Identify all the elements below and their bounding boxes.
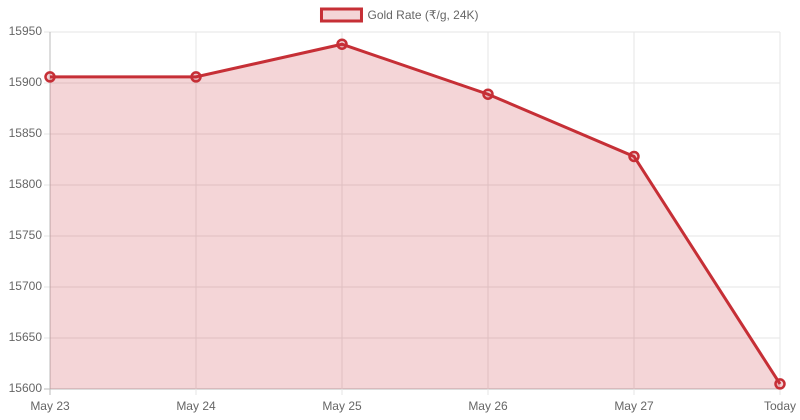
y-tick-label: 15700 xyxy=(9,279,43,293)
y-tick-label: 15900 xyxy=(9,75,43,89)
y-tick-label: 15950 xyxy=(9,24,43,38)
area xyxy=(50,44,780,390)
x-tick-label: Today xyxy=(764,399,796,413)
legend-swatch xyxy=(319,7,363,23)
point xyxy=(482,88,494,100)
point xyxy=(336,38,348,50)
x-tick-label: May 23 xyxy=(30,399,70,413)
x-tick-label: May 25 xyxy=(322,399,362,413)
y-tick-label: 15650 xyxy=(9,330,43,344)
y-tick-label: 15750 xyxy=(9,228,43,242)
x-tick-label: May 24 xyxy=(176,399,216,413)
legend-label: Gold Rate (₹/g, 24K) xyxy=(367,8,478,22)
y-tick-label: 15850 xyxy=(9,126,43,140)
x-tick-label: May 26 xyxy=(468,399,508,413)
point xyxy=(190,71,202,83)
y-tick-label: 15800 xyxy=(9,177,43,191)
point xyxy=(774,378,786,390)
line xyxy=(50,42,782,385)
y-tick-label: 15600 xyxy=(9,381,43,395)
point xyxy=(628,150,640,163)
x-tick-label: May 27 xyxy=(614,399,654,413)
point xyxy=(44,71,56,83)
